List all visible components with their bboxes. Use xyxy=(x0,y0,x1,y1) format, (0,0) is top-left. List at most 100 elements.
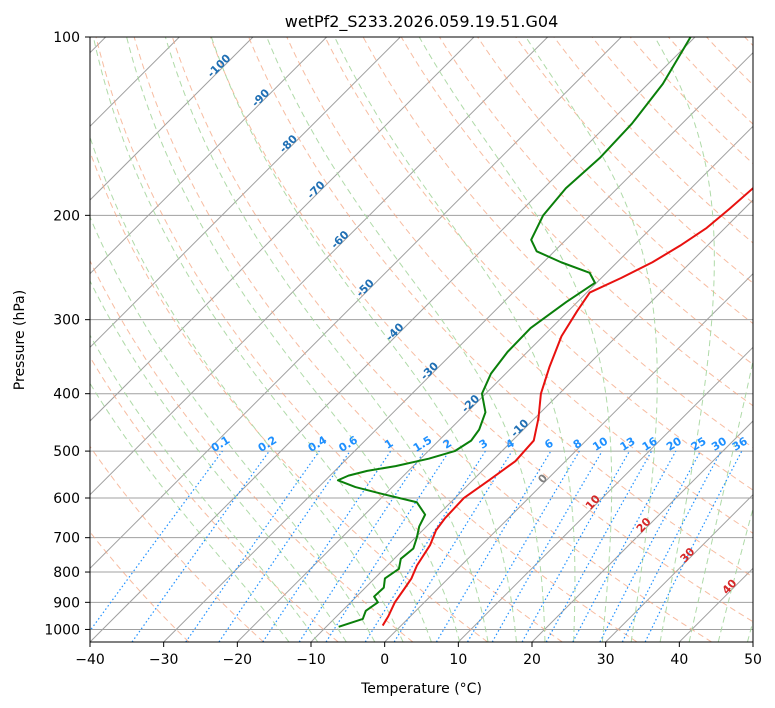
dry-adiabat xyxy=(744,37,753,47)
x-tick-label: 20 xyxy=(523,652,541,668)
x-tick-label: −40 xyxy=(75,652,105,668)
moist-adiabat xyxy=(92,37,432,642)
x-tick-label: −10 xyxy=(296,652,326,668)
x-axis-label: Temperature (°C) xyxy=(360,681,482,697)
sounding-series xyxy=(336,37,753,628)
mixing-ratio-line xyxy=(218,450,351,642)
dry-adiabat-label: -10 xyxy=(508,416,531,439)
x-tick-label: 50 xyxy=(744,652,762,668)
isotherm-line xyxy=(531,420,753,642)
dry-adiabat-label: -100 xyxy=(205,51,234,80)
x-tick-label: −30 xyxy=(149,652,179,668)
x-tick-label: 10 xyxy=(449,652,467,668)
moist-adiabat xyxy=(266,37,546,642)
moist-adiabat xyxy=(334,37,576,642)
moist-adiabat-label: 0 xyxy=(535,471,550,486)
dry-adiabat-label: -90 xyxy=(249,86,272,109)
dry-adiabat xyxy=(591,37,753,204)
moist-adiabat xyxy=(90,135,404,642)
moist-adiabat xyxy=(688,358,753,642)
dry-adiabat-label: -60 xyxy=(328,228,351,251)
mixing-ratio-label: 1.5 xyxy=(411,433,434,454)
dry-adiabat xyxy=(362,37,753,449)
dry-adiabat-label: -50 xyxy=(354,276,377,299)
mixing-ratio-line xyxy=(364,450,486,642)
dry-adiabat-label: -20 xyxy=(459,392,482,415)
y-axis-label: Pressure (hPa) xyxy=(12,290,28,390)
dry-adiabat xyxy=(171,37,712,642)
isotherm-line xyxy=(163,51,753,642)
isotherm-line xyxy=(752,641,753,642)
isotherm-line xyxy=(90,37,622,570)
isotherm-line xyxy=(310,199,753,642)
isotherm-line xyxy=(90,37,401,349)
moist-adiabat-label: 10 xyxy=(583,492,603,512)
y-tick-label: 800 xyxy=(53,565,80,581)
moist-adiabat xyxy=(717,506,753,642)
mixing-ratio-line xyxy=(491,450,603,642)
moist-adiabat xyxy=(164,37,489,642)
moist-adiabat xyxy=(418,37,613,642)
isotherm-line xyxy=(90,37,696,642)
dry-adiabat xyxy=(90,531,190,642)
mixing-ratio-line xyxy=(298,450,425,642)
dry-adiabat-label: -80 xyxy=(277,132,300,155)
moist-adiabat xyxy=(210,37,517,642)
mixing-ratio-line xyxy=(572,450,677,642)
dry-adiabat xyxy=(133,37,638,642)
dry-adiabat xyxy=(629,37,753,165)
moist-adiabat xyxy=(525,37,658,642)
mixing-ratio-line xyxy=(393,450,513,642)
mixing-ratio-line xyxy=(466,450,580,642)
y-tick-label: 300 xyxy=(53,313,80,329)
mixing-ratio-label: 0.1 xyxy=(209,433,232,454)
axes: −40 −30 −20 −10 0 10 20 30 40 5010020030040050060… xyxy=(44,30,762,668)
y-tick-label: 1000 xyxy=(44,622,80,638)
y-tick-label: 500 xyxy=(53,444,80,460)
moist-adiabat xyxy=(126,37,461,642)
dry-adiabat xyxy=(90,356,339,642)
mixing-ratio-line xyxy=(521,450,631,642)
mixing-ratio-label: 2 xyxy=(441,437,454,452)
dry-adiabat xyxy=(248,37,753,578)
y-tick-label: 400 xyxy=(53,387,80,403)
moist-adiabat xyxy=(90,334,319,642)
x-tick-label: −20 xyxy=(223,652,253,668)
dry-adiabat xyxy=(400,37,753,407)
dry-adiabat xyxy=(95,37,563,642)
x-tick-label: 30 xyxy=(597,652,615,668)
isotherm-line xyxy=(605,493,753,642)
moist-adiabat-label: 30 xyxy=(678,545,698,565)
y-tick-label: 100 xyxy=(53,30,80,46)
dry-adiabat xyxy=(90,259,414,642)
temperature-profile xyxy=(381,186,753,627)
x-tick-label: 40 xyxy=(670,652,688,668)
dry-adiabat-label: -30 xyxy=(418,359,441,382)
dry-adiabat xyxy=(90,445,264,642)
moist-adiabat xyxy=(654,37,715,642)
chart-title: wetPf2_S233.2026.059.19.51.G04 xyxy=(285,12,559,32)
moist-adiabat-label: 40 xyxy=(720,577,740,597)
isotherm-line xyxy=(236,125,753,642)
y-tick-label: 700 xyxy=(53,531,80,547)
plot-frame xyxy=(89,36,754,643)
isotherm-line xyxy=(384,272,753,642)
mixing-ratio-line xyxy=(545,450,653,642)
dry-adiabat xyxy=(515,37,753,284)
isotherm-line xyxy=(90,37,254,201)
isotherm-line xyxy=(90,37,475,422)
moist-adiabat-label: 20 xyxy=(634,515,654,535)
x-tick-label: 0 xyxy=(380,652,389,668)
mixing-ratio-line xyxy=(325,450,450,642)
moist-adiabat xyxy=(90,215,376,642)
dry-adiabat xyxy=(706,37,753,86)
y-tick-label: 900 xyxy=(53,595,80,611)
dewpoint-profile xyxy=(336,37,692,628)
dry-adiabat xyxy=(477,37,753,325)
moist-adiabat xyxy=(90,382,290,642)
mixing-ratio-line xyxy=(131,450,270,642)
mixing-ratio-label: 3 xyxy=(477,437,490,452)
isotherm-line xyxy=(90,37,549,496)
